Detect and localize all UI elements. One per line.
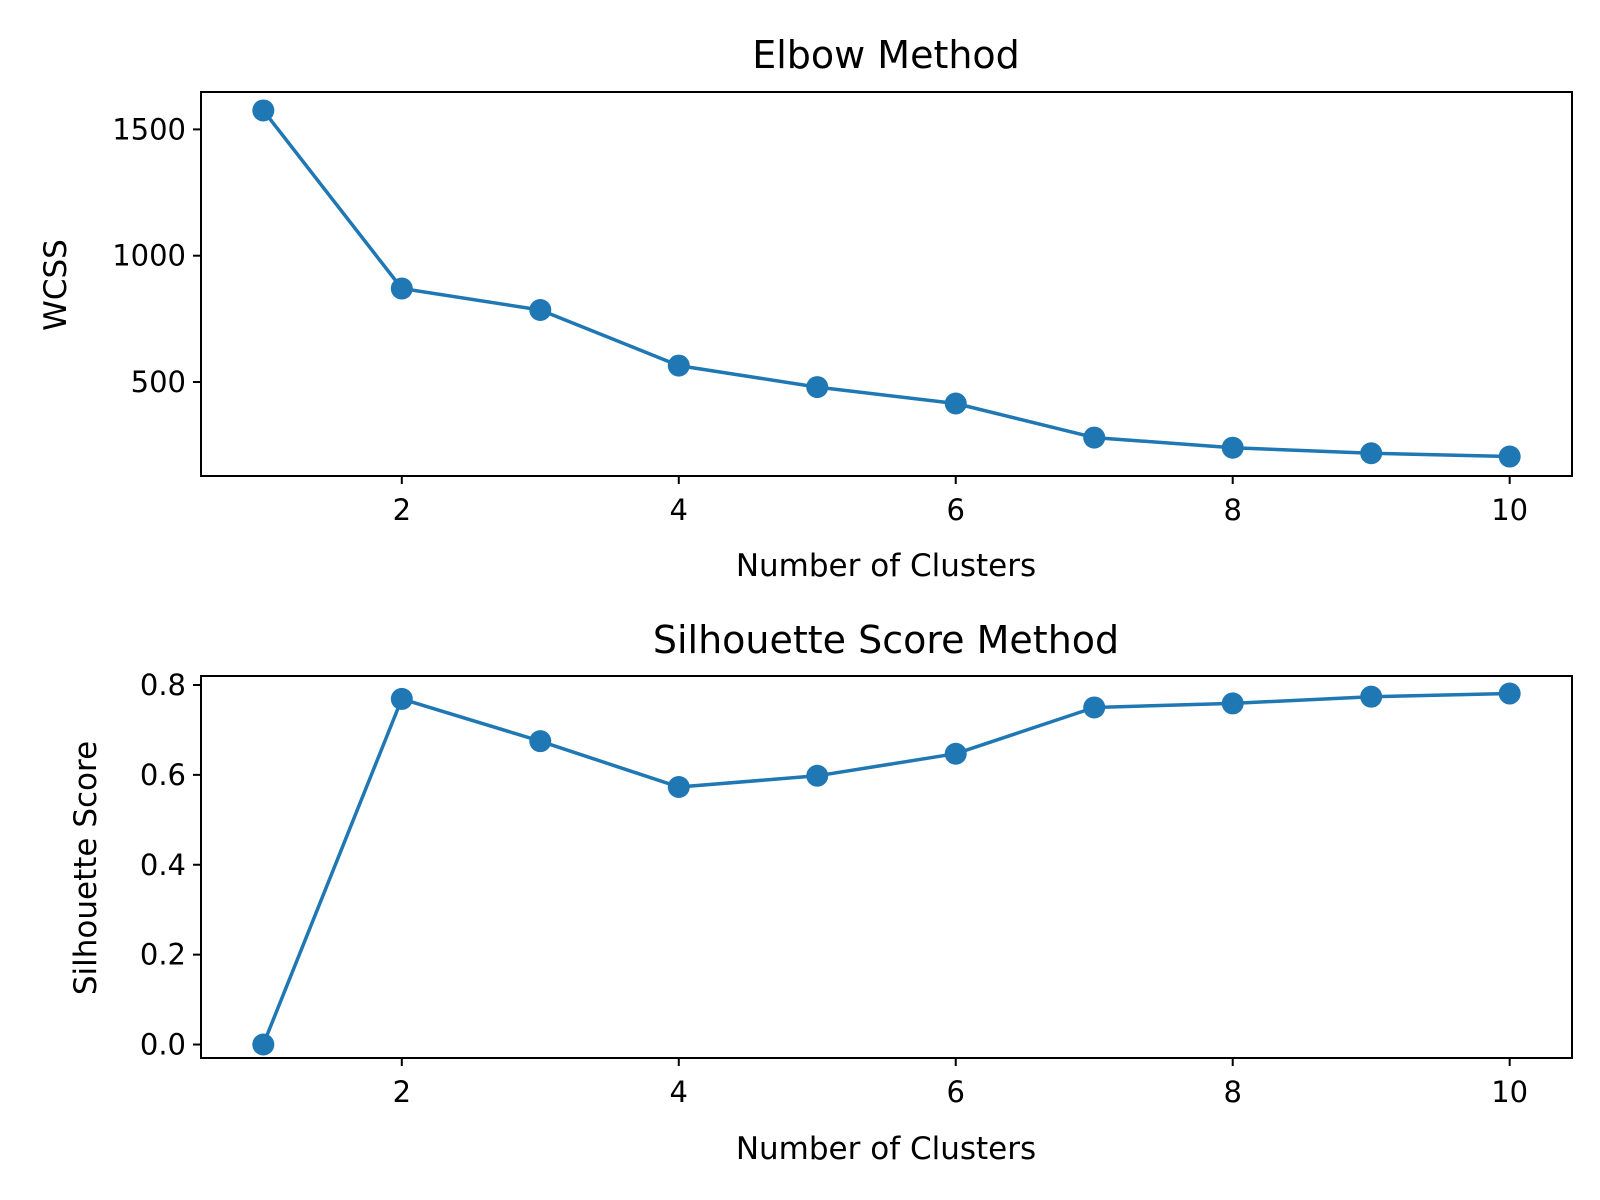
elbow-data-point [944,392,967,415]
silhouette-y-tick-label: 0.6 [140,758,186,792]
silhouette-x-tick-label: 4 [670,1075,688,1109]
elbow-data-point [1083,426,1106,449]
silhouette-data-point [390,687,413,710]
elbow-data-point [252,99,275,122]
silhouette-y-tick-label: 0.4 [140,848,186,882]
silhouette-data-point [944,742,967,765]
silhouette-data-point [1360,685,1383,708]
elbow-y-tick-label: 1000 [112,239,186,273]
elbow-y-tick-label: 500 [131,365,186,399]
silhouette-data-point [667,776,690,799]
silhouette-data-point [529,730,552,753]
silhouette-y-tick-label: 0.8 [140,668,186,702]
elbow-x-tick-label: 2 [393,493,411,527]
elbow-data-point [1498,445,1521,468]
silhouette-x-axis-label: Number of Clusters [736,1131,1036,1167]
silhouette-y-tick-label: 0.0 [140,1028,186,1062]
elbow-data-point [667,354,690,377]
elbow-x-tick-label: 6 [947,493,965,527]
elbow-data-point [1360,442,1383,465]
elbow-data-point [806,376,829,399]
elbow-data-point [529,299,552,322]
silhouette-ticks: 2 4 6 8 10 0.0 0.2 0.4 0.6 0.8 [140,668,1528,1109]
silhouette-data-point [1083,696,1106,719]
elbow-x-tick-label: 10 [1491,493,1528,527]
silhouette-data-point [1498,682,1521,705]
elbow-panel: Elbow Method Number of Clusters WCSS 2 4 6… [38,33,1573,584]
silhouette-y-axis-label: Silhouette Score [68,741,104,995]
silhouette-series-line [261,691,1510,1046]
silhouette-data-point [252,1033,275,1056]
elbow-y-tick-label: 1500 [112,112,186,146]
silhouette-points [252,682,1521,1056]
elbow-data-point [1221,436,1244,459]
elbow-series-line [261,109,1510,459]
silhouette-data-point [806,764,829,787]
silhouette-x-tick-label: 6 [947,1075,965,1109]
elbow-x-tick-label: 4 [670,493,688,527]
elbow-points [252,99,1521,468]
elbow-x-tick-label: 8 [1223,493,1241,527]
elbow-ticks: 2 4 6 8 10 500 1000 1500 [112,112,1528,527]
elbow-plot-frame [200,91,1573,477]
silhouette-x-tick-label: 2 [393,1075,411,1109]
silhouette-y-tick-label: 0.2 [140,938,186,972]
elbow-x-axis-label: Number of Clusters [736,548,1036,584]
silhouette-plot-frame [200,675,1573,1059]
silhouette-data-point [1221,692,1244,715]
silhouette-chart-title: Silhouette Score Method [653,618,1119,662]
elbow-data-point [390,277,413,300]
silhouette-x-tick-label: 10 [1491,1075,1528,1109]
elbow-y-axis-label: WCSS [38,239,74,331]
silhouette-x-tick-label: 8 [1223,1075,1241,1109]
elbow-chart-title: Elbow Method [752,33,1020,77]
silhouette-panel: Silhouette Score Method Number of Cluste… [68,618,1573,1167]
